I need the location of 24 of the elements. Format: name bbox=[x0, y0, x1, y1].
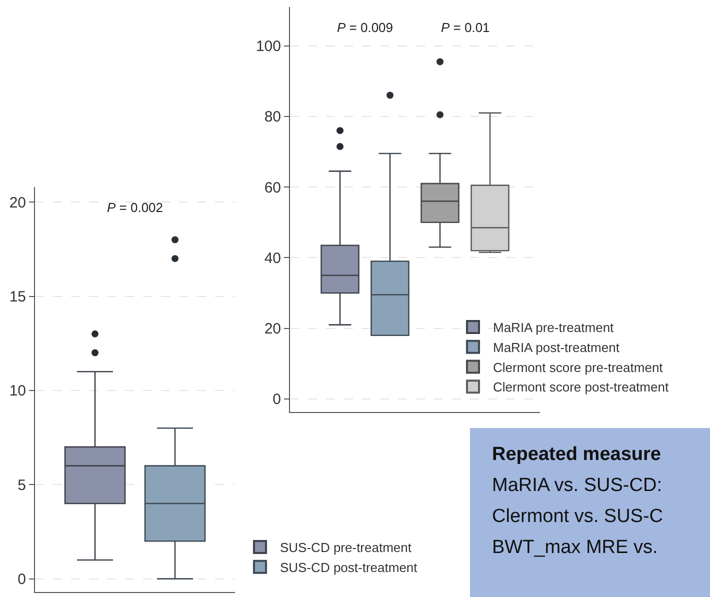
y-tick-label: 100 bbox=[256, 38, 281, 56]
legend-label: Clermont score post-treatment bbox=[493, 380, 669, 395]
text: BWT_max MRE vs. bbox=[492, 537, 658, 558]
y-tick-label: 80 bbox=[264, 108, 281, 126]
legend-label: SUS-CD pre-treatment bbox=[280, 540, 412, 556]
y-tick-label: 0 bbox=[272, 391, 281, 408]
text: Repeated measure bbox=[492, 444, 661, 465]
y-tick-label: 5 bbox=[18, 476, 26, 494]
annotation: P = 0.01 bbox=[441, 20, 490, 35]
legend-label: MaRIA pre-treatment bbox=[493, 320, 614, 336]
y-tick-label: 60 bbox=[264, 179, 281, 196]
legend-label: MaRIA post-treatment bbox=[493, 340, 620, 355]
y-tick-label: 15 bbox=[9, 288, 26, 306]
annotation: P = 0.009 bbox=[337, 20, 394, 35]
y-tick-label: 20 bbox=[9, 194, 26, 212]
text: MaRIA vs. SUS-CD: bbox=[492, 475, 662, 496]
annotation: P = 0.002 bbox=[107, 200, 164, 215]
legend-label: SUS-CD post-treatment bbox=[280, 560, 418, 575]
y-tick-label: 0 bbox=[18, 571, 26, 588]
text: Clermont vs. SUS-C bbox=[492, 506, 664, 527]
y-tick-label: 20 bbox=[264, 320, 281, 338]
y-tick-label: 10 bbox=[9, 382, 26, 400]
legend-label: Clermont score pre-treatment bbox=[493, 360, 664, 375]
y-tick-label: 40 bbox=[264, 250, 281, 267]
